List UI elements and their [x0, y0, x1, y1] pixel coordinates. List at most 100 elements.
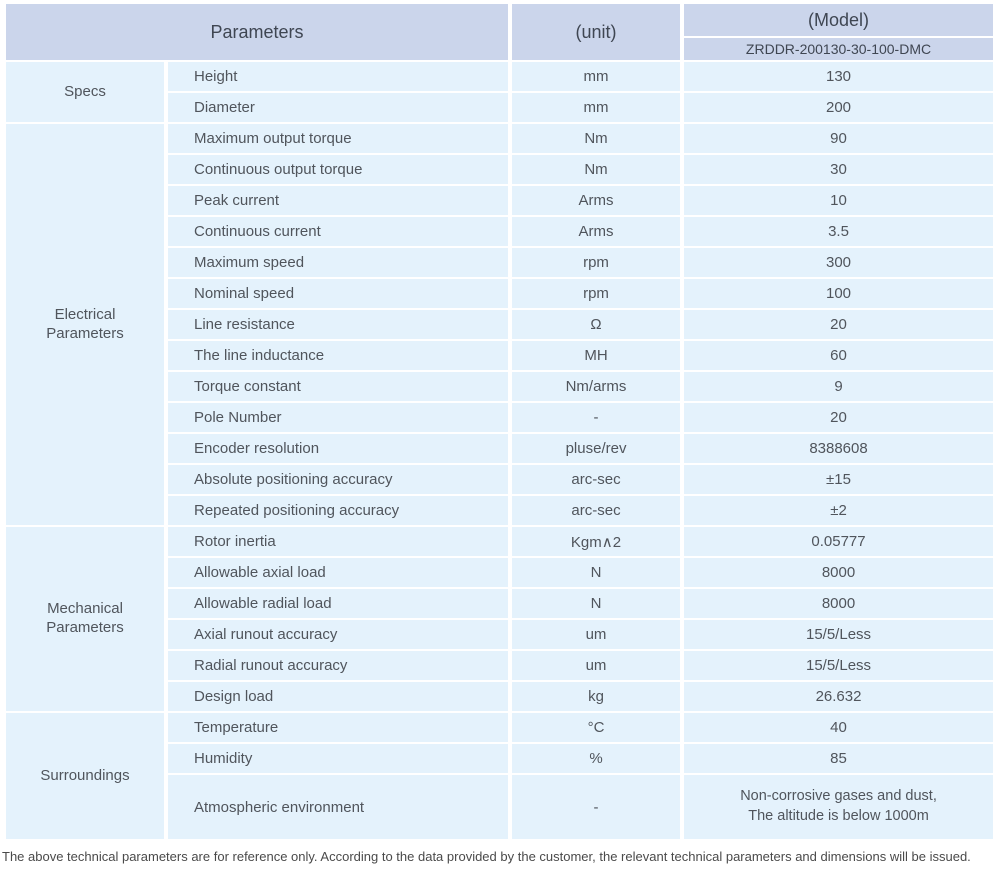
param-name-cell: Humidity: [168, 744, 509, 773]
value-cell: 26.632: [684, 682, 994, 711]
unit-cell: °C: [512, 713, 681, 742]
table-row: Absolute positioning accuracy arc-sec ±15: [6, 465, 994, 494]
value-cell: 85: [684, 744, 994, 773]
param-name-cell: Design load: [168, 682, 509, 711]
table-row: Surroundings Temperature °C 40: [6, 713, 994, 839]
table-row: The line inductance MH 60: [6, 341, 994, 370]
table-header: Parameters (unit) (Model) ZRDDR-200130-3…: [6, 4, 994, 60]
param-name-cell: Maximum output torque: [168, 124, 509, 153]
param-name-cell: Repeated positioning accuracy: [168, 496, 509, 525]
param-name-cell: Radial runout accuracy: [168, 651, 509, 680]
value-cell: 8388608: [684, 434, 994, 463]
value-cell: 8000: [684, 558, 994, 587]
unit-cell: Nm/arms: [512, 372, 681, 401]
table-row: Electrical Parameters Maximum output torq…: [6, 124, 994, 525]
unit-cell: Arms: [512, 186, 681, 215]
param-name-cell: Torque constant: [168, 372, 509, 401]
model-header-cell: (Model): [684, 4, 994, 36]
value-cell: 30: [684, 155, 994, 184]
value-cell: 10: [684, 186, 994, 215]
unit-cell: -: [512, 403, 681, 432]
unit-cell: mm: [512, 62, 681, 91]
table-row: Peak current Arms 10: [6, 186, 994, 215]
unit-cell: Ω: [512, 310, 681, 339]
value-cell: 8000: [684, 589, 994, 618]
footnote: The above technical parameters are for r…: [2, 849, 971, 864]
value-cell: 9: [684, 372, 994, 401]
param-name-cell: Allowable axial load: [168, 558, 509, 587]
table-row: Continuous current Arms 3.5: [6, 217, 994, 246]
value-cell: 40: [684, 713, 994, 742]
value-cell: 90: [684, 124, 994, 153]
param-name-cell: Diameter: [168, 93, 509, 122]
value-cell: 20: [684, 310, 994, 339]
param-name-cell: Rotor inertia: [168, 527, 509, 556]
model-code-cell: ZRDDR-200130-30-100-DMC: [684, 38, 994, 60]
table-row: Line resistance Ω 20: [6, 310, 994, 339]
table-row: Pole Number -20: [6, 403, 994, 432]
value-cell: 300: [684, 248, 994, 277]
unit-cell: Arms: [512, 217, 681, 246]
param-name-cell: Pole Number: [168, 403, 509, 432]
table-row: Atmospheric environment - Non-corrosive ga…: [6, 775, 994, 839]
table-row: Allowable radial load N 8000: [6, 589, 994, 618]
unit-cell: um: [512, 651, 681, 680]
header-row-main: Parameters (unit) (Model): [6, 4, 994, 60]
param-name-cell: Peak current: [168, 186, 509, 215]
header-row-model: ZRDDR-200130-30-100-DMC: [6, 38, 994, 60]
param-name-cell: Temperature: [168, 713, 509, 742]
unit-cell: rpm: [512, 279, 681, 308]
param-name-cell: Axial runout accuracy: [168, 620, 509, 649]
table-row: Specs Height mm 130: [6, 62, 994, 122]
table-row: Torque constant Nm/arms 9: [6, 372, 994, 401]
value-cell: Non-corrosive gases and dust, The altitu…: [684, 775, 994, 839]
unit-cell: Kgm∧2: [512, 527, 681, 556]
unit-cell: rpm: [512, 248, 681, 277]
table-row: Radial runout accuracy um 15/5/Less: [6, 651, 994, 680]
unit-header-cell: (unit): [512, 4, 681, 60]
value-cell: ±2: [684, 496, 994, 525]
group-cell: Surroundings: [6, 713, 164, 839]
parameters-header-cell: Parameters: [6, 4, 509, 60]
table-row: Humidity% 85: [6, 744, 994, 773]
table-row: Allowable axial load N 8000: [6, 558, 994, 587]
unit-cell: Nm: [512, 155, 681, 184]
param-name-cell: Atmospheric environment: [168, 775, 509, 839]
unit-cell: pluse/rev: [512, 434, 681, 463]
value-cell: 60: [684, 341, 994, 370]
value-cell: 0.05777: [684, 527, 994, 556]
unit-cell: %: [512, 744, 681, 773]
param-name-cell: Continuous current: [168, 217, 509, 246]
value-cell: 20: [684, 403, 994, 432]
table-row: Maximum speed rpm 300: [6, 248, 994, 277]
unit-cell: MH: [512, 341, 681, 370]
value-cell: 130: [684, 62, 994, 91]
group-cell: Electrical Parameters: [6, 124, 164, 525]
table-row: Continuous output torque Nm 30: [6, 155, 994, 184]
unit-cell: N: [512, 558, 681, 587]
value-cell: 200: [684, 93, 994, 122]
param-name-cell: Encoder resolution: [168, 434, 509, 463]
param-name-cell: Nominal speed: [168, 279, 509, 308]
value-cell: 3.5: [684, 217, 994, 246]
param-name-cell: Continuous output torque: [168, 155, 509, 184]
table-row: Mechanical Parameters Rotor inertia Kgm∧2 0…: [6, 527, 994, 711]
table-row: Nominal speed rpm 100: [6, 279, 994, 308]
unit-cell: N: [512, 589, 681, 618]
table-row: Axial runout accuracy um 15/5/Less: [6, 620, 994, 649]
value-cell: ±15: [684, 465, 994, 494]
table-row: Design load kg 26.632: [6, 682, 994, 711]
unit-cell: arc-sec: [512, 465, 681, 494]
unit-cell: um: [512, 620, 681, 649]
param-name-cell: Height: [168, 62, 509, 91]
table-row: Encoder resolution pluse/rev 8388608: [6, 434, 994, 463]
unit-cell: mm: [512, 93, 681, 122]
unit-cell: -: [512, 775, 681, 839]
group-cell: Specs: [6, 62, 164, 122]
param-name-cell: Line resistance: [168, 310, 509, 339]
value-cell: 100: [684, 279, 994, 308]
value-cell: 15/5/Less: [684, 651, 994, 680]
spec-table: Parameters (unit) (Model) ZRDDR-200130-3…: [2, 2, 997, 841]
param-name-cell: Maximum speed: [168, 248, 509, 277]
